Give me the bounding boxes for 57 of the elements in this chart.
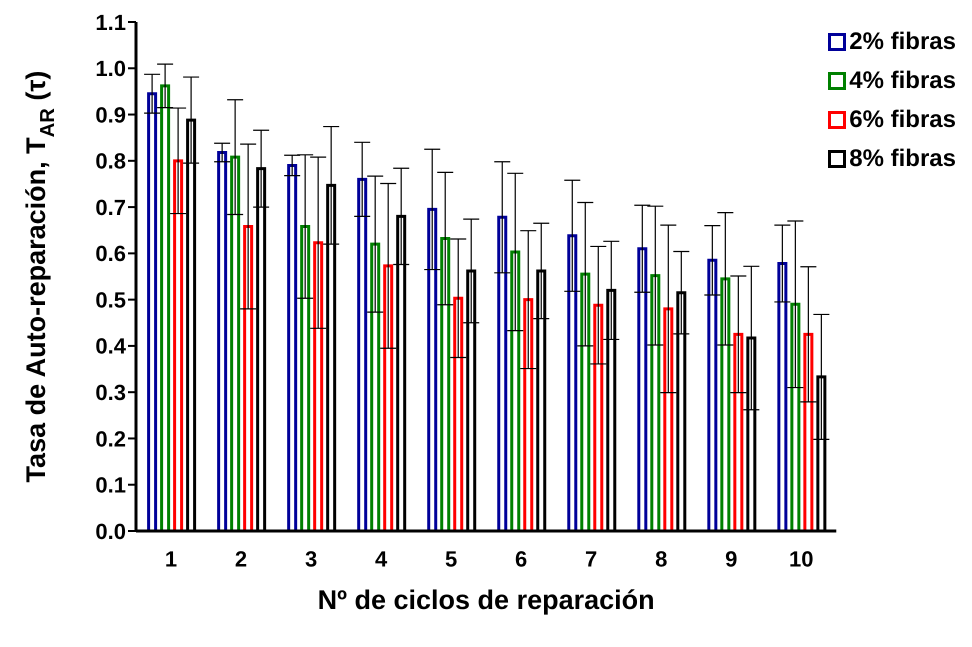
y-tick-label: 0.6 bbox=[95, 241, 126, 266]
x-tick-label: 2 bbox=[234, 546, 248, 572]
legend-label: 8% fibras bbox=[849, 144, 956, 172]
bar bbox=[790, 302, 800, 531]
y-tick-label: 0.3 bbox=[95, 380, 126, 405]
bar bbox=[243, 225, 254, 531]
x-axis-title: Nº de ciclos de reparación bbox=[318, 585, 655, 615]
bar bbox=[720, 277, 730, 531]
x-tick-label: 8 bbox=[655, 546, 668, 572]
x-tick-label: 1 bbox=[164, 546, 178, 572]
y-tick-label: 0.9 bbox=[95, 102, 126, 128]
bar bbox=[663, 307, 674, 531]
bar bbox=[287, 164, 298, 531]
x-tick-label: 4 bbox=[374, 546, 388, 572]
bar bbox=[497, 216, 508, 531]
bar bbox=[523, 298, 534, 531]
bar bbox=[803, 332, 814, 531]
bar bbox=[650, 274, 660, 531]
bar bbox=[173, 159, 184, 531]
bar bbox=[230, 156, 240, 531]
bar bbox=[510, 250, 520, 531]
x-tick-label: 6 bbox=[515, 546, 528, 572]
y-tick-label: 0.7 bbox=[95, 194, 126, 220]
bar bbox=[383, 264, 394, 531]
y-tick-label: 0.0 bbox=[95, 518, 126, 544]
x-tick-label: 5 bbox=[445, 546, 458, 572]
bar bbox=[160, 84, 170, 531]
bar bbox=[733, 332, 744, 531]
bar bbox=[217, 150, 228, 531]
bar bbox=[777, 262, 788, 531]
x-tick-label: 9 bbox=[725, 546, 738, 572]
bar bbox=[357, 178, 368, 531]
bar bbox=[453, 296, 464, 531]
bar bbox=[313, 241, 324, 531]
bar bbox=[580, 272, 590, 531]
bar bbox=[707, 258, 718, 531]
bar bbox=[427, 208, 438, 531]
legend-label: 4% fibras bbox=[849, 66, 956, 94]
y-tick-label: 0.4 bbox=[95, 334, 127, 359]
bar bbox=[370, 242, 380, 531]
bar bbox=[440, 237, 450, 531]
x-tick-label: 3 bbox=[304, 546, 318, 572]
x-tick-label: 10 bbox=[789, 546, 814, 572]
bar bbox=[147, 92, 158, 531]
legend-label: 2% fibras bbox=[849, 28, 956, 56]
y-tick-label: 0.1 bbox=[95, 472, 126, 498]
bar bbox=[300, 225, 310, 531]
bar bbox=[567, 234, 578, 531]
y-tick-label: 1.0 bbox=[95, 56, 126, 82]
legend-label: 6% fibras bbox=[849, 106, 956, 134]
bar bbox=[637, 247, 648, 531]
y-tick-label: 1.1 bbox=[95, 10, 126, 35]
y-tick-label: 0.5 bbox=[95, 287, 126, 312]
bar bbox=[593, 304, 604, 531]
y-tick-label: 0.8 bbox=[95, 148, 126, 174]
y-tick-label: 0.2 bbox=[95, 426, 126, 452]
x-tick-label: 7 bbox=[585, 546, 598, 572]
